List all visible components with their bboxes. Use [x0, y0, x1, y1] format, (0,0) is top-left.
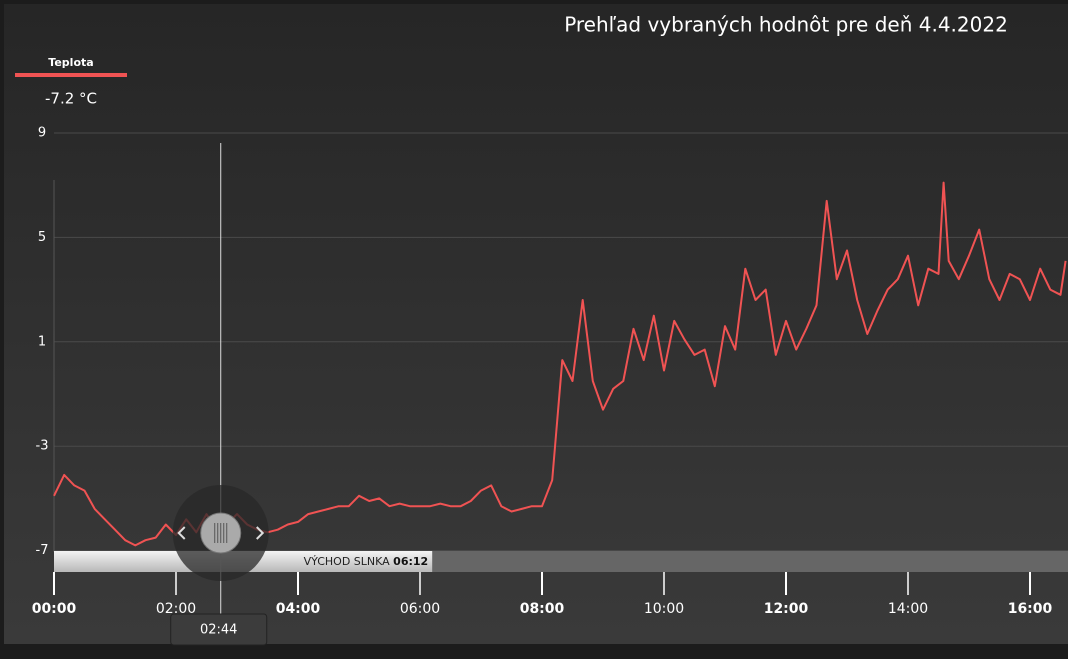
- x-tick-label: 16:00: [1008, 601, 1053, 617]
- cursor-label-box: [170, 613, 268, 646]
- arrow-right: [256, 526, 265, 540]
- arrow-left: [177, 526, 186, 540]
- x-tick-label: 10:00: [644, 601, 684, 617]
- y-tick-label: -7: [36, 543, 49, 558]
- y-tick-label: -3: [36, 439, 49, 454]
- y-tick-label: 9: [38, 126, 46, 141]
- chart-title: Prehľad vybraných hodnôt pre deň 4.4.202…: [564, 13, 1008, 37]
- x-tick-label: 00:00: [32, 601, 77, 617]
- x-tick-label: 04:00: [276, 601, 321, 617]
- x-tick-label: 06:00: [400, 601, 440, 617]
- current-value: -7.2 °C: [45, 90, 97, 108]
- sunrise-time: 06:12: [393, 555, 428, 568]
- y-tick-label: 1: [38, 334, 46, 349]
- sunrise-label: VÝCHOD SLNKA 06:12: [304, 555, 429, 568]
- cursor-label: 02:44: [200, 623, 237, 638]
- x-tick-label: 08:00: [520, 601, 565, 617]
- legend-label: Teplota: [48, 56, 93, 69]
- x-tick-label: 12:00: [764, 601, 809, 617]
- y-tick-label: 5: [38, 230, 46, 245]
- legend-swatch: [15, 73, 127, 77]
- x-tick-label: 02:00: [156, 601, 196, 617]
- x-tick-label: 14:00: [888, 601, 928, 617]
- background: [4, 4, 1068, 644]
- sunrise-text: VÝCHOD SLNKA: [304, 555, 391, 568]
